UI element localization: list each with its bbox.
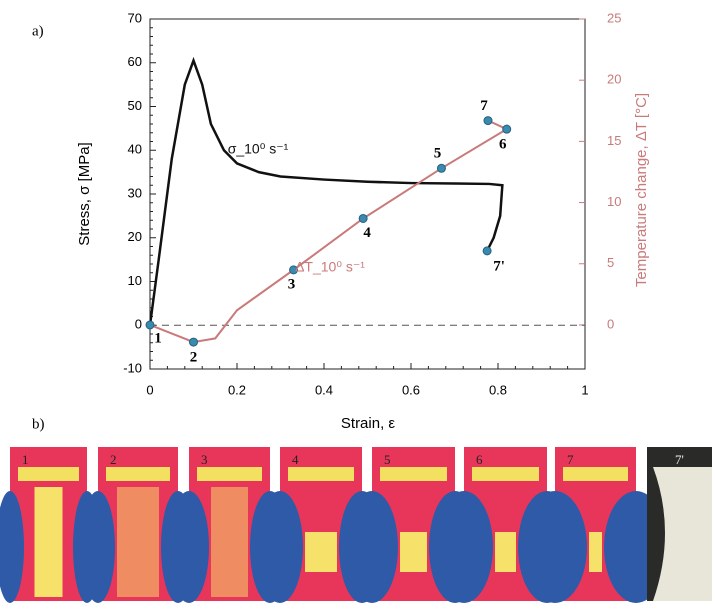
thermal-frame: 7' [647, 447, 712, 601]
point-label: 5 [434, 146, 442, 162]
y-tick-label: 70 [128, 10, 142, 25]
hot-zone [211, 487, 248, 597]
point-label: 7' [493, 258, 505, 274]
point-label: 6 [499, 137, 507, 153]
grip [18, 467, 79, 481]
grip [288, 467, 354, 481]
frame-label: 7' [675, 452, 684, 467]
point-label: 7 [480, 98, 488, 114]
y-axis-label: Stress, σ [MPa] [76, 142, 93, 245]
x-tick-label: 0 [146, 382, 153, 397]
y2-tick-label: 25 [607, 10, 621, 25]
cold-zone [346, 491, 398, 603]
frame-label: 1 [22, 452, 29, 467]
data-point [358, 213, 368, 223]
y2-axis-label: Temperature change, ΔT [°C] [633, 93, 650, 287]
y2-tick-label: 10 [607, 194, 621, 209]
data-point [189, 337, 198, 347]
thermal-frame: 3 [169, 447, 290, 603]
grip [106, 467, 170, 481]
y-tick-label: 0 [135, 317, 142, 332]
x-tick-label: 0.4 [315, 382, 333, 397]
frame-label: 7 [567, 452, 574, 467]
y-tick-label: 20 [128, 229, 142, 244]
specimen [653, 467, 712, 601]
y-tick-label: -10 [123, 360, 142, 375]
cold-zone [435, 491, 493, 603]
point-label: 4 [363, 225, 371, 241]
frame-label: 5 [384, 452, 391, 467]
panel-label: b) [32, 416, 45, 432]
y2-tick-label: 5 [607, 255, 614, 270]
y2-tick-label: 0 [607, 316, 614, 331]
y2-tick-label: 15 [607, 133, 621, 148]
x-tick-label: 0.8 [489, 382, 507, 397]
frame-label: 6 [476, 452, 483, 467]
cold-zone [523, 491, 587, 603]
cold-zone [0, 491, 24, 603]
series-line [149, 119, 509, 344]
hot-zone [495, 532, 516, 572]
x-tick-label: 0.6 [402, 382, 420, 397]
y-tick-label: 30 [128, 185, 142, 200]
hot-zone [400, 532, 427, 572]
y-tick-label: 50 [128, 98, 142, 113]
series-line [148, 56, 504, 326]
cold-zone [257, 491, 303, 603]
panel-label: a) [32, 23, 44, 39]
grip [197, 467, 262, 481]
data-point [502, 124, 512, 134]
grip [472, 467, 539, 481]
frame-label: 3 [201, 452, 208, 467]
grip [380, 467, 447, 481]
hot-zone [589, 532, 602, 572]
x-tick-label: 0.2 [228, 382, 246, 397]
point-label: 2 [190, 350, 198, 366]
series-label: ΔT_10⁰ s⁻¹ [295, 259, 365, 275]
hot-zone [305, 532, 337, 572]
x-axis-label: Strain, ε [341, 415, 396, 432]
grip [563, 467, 628, 481]
y2-tick-label: 20 [607, 72, 621, 87]
data-point [289, 265, 299, 275]
data-point [145, 320, 155, 330]
y-tick-label: 10 [128, 273, 142, 288]
plot-frame [149, 18, 586, 370]
hot-zone [34, 487, 63, 597]
x-tick-label: 1 [581, 382, 588, 397]
series-label: σ_10⁰ s⁻¹ [228, 141, 289, 157]
data-point [482, 246, 492, 256]
cold-zone [169, 491, 209, 603]
frame-label: 2 [110, 452, 117, 467]
frame-label: 4 [292, 452, 299, 467]
data-point [436, 163, 446, 173]
hot-zone [117, 487, 159, 597]
point-label: 1 [154, 330, 162, 346]
y-tick-label: 40 [128, 142, 142, 157]
y-tick-label: 60 [128, 54, 142, 69]
point-label: 3 [288, 276, 296, 292]
cold-zone [81, 491, 115, 603]
data-point [483, 116, 493, 126]
